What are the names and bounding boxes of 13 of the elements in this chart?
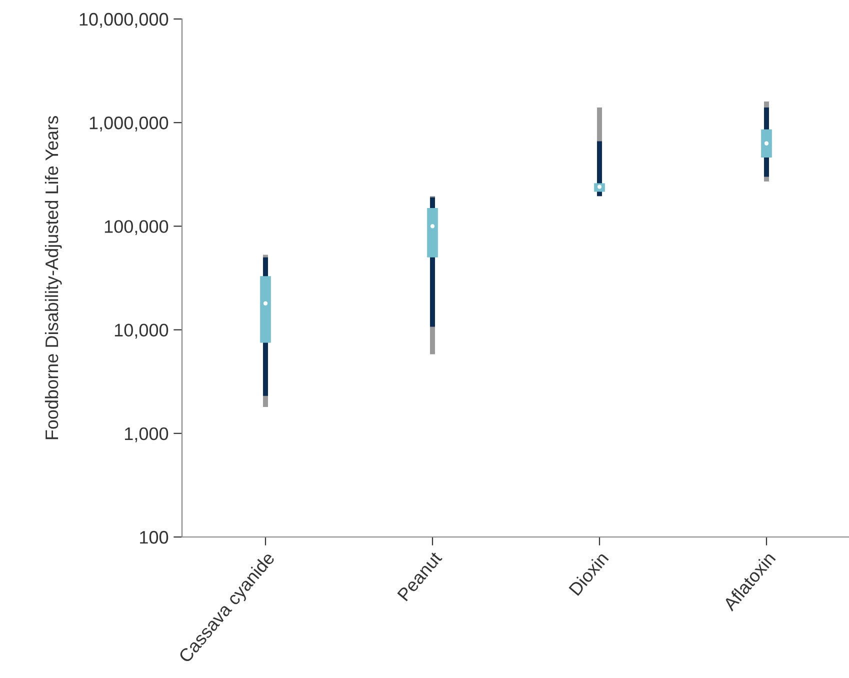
y-tick-label: 100,000 xyxy=(104,220,168,236)
y-tick-label: 1,000 xyxy=(125,427,168,442)
bar xyxy=(427,208,438,258)
bar xyxy=(260,276,271,343)
bar xyxy=(761,129,772,158)
point xyxy=(263,301,268,306)
point xyxy=(430,224,435,228)
y-tick-label: 10,000,000 xyxy=(80,12,168,28)
y-axis-title: Foodborne Disability-Adjusted Life Years xyxy=(44,116,62,440)
y-tick-label: 100 xyxy=(140,530,168,544)
y-tick-label: 1,000,000 xyxy=(90,116,168,132)
point xyxy=(764,141,769,146)
y-tick-label: 10,000 xyxy=(114,324,168,339)
